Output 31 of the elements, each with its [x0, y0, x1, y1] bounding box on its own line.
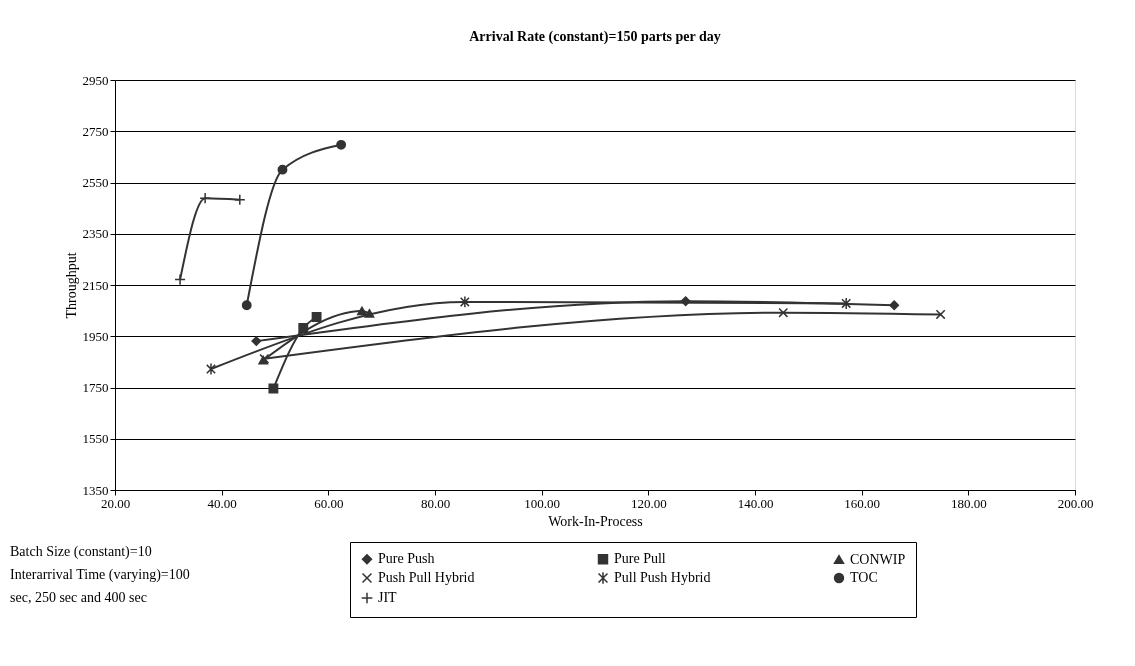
x-tick-label: 20.00 — [100, 495, 131, 511]
legend-label: Pull Push Hybrid — [614, 570, 711, 585]
y-tick-label: 2150 — [82, 277, 109, 293]
text: Batch Size (constant)=10 — [10, 544, 152, 560]
x-tick-label: 100.00 — [524, 495, 561, 511]
y-tick-label: 1550 — [82, 431, 109, 447]
x-tick-label: 160.00 — [844, 495, 881, 511]
x-axis-title: Work-In-Process — [548, 513, 643, 529]
legend-label: Push Pull Hybrid — [378, 570, 475, 585]
x-tick-label: 40.00 — [207, 495, 237, 511]
x-tick-label: 120.00 — [630, 495, 667, 511]
y-tick-label: 1950 — [82, 328, 109, 344]
legend-label: Pure Pull — [614, 551, 666, 567]
legend-label: TOC — [850, 570, 878, 585]
legend-label: JIT — [378, 590, 398, 605]
x-tick-label: 60.00 — [314, 495, 344, 511]
y-tick-label: 1750 — [82, 380, 109, 395]
text: Interarrival Time (varying)=100 sec, 250 sec and 400 sec — [10, 567, 190, 605]
y-tick-label: 2550 — [82, 175, 109, 190]
legend-label: CONWIP — [850, 551, 906, 567]
x-tick-label: 140.00 — [737, 495, 774, 511]
chart-title: Arrival Rate (constant)=150 parts per day — [469, 29, 721, 45]
x-tick-label: 180.00 — [950, 495, 987, 511]
y-tick-label: 2750 — [82, 123, 109, 139]
x-tick-label: 200.00 — [1057, 495, 1094, 511]
y-tick-label: 2950 — [82, 72, 109, 88]
y-axis-title: Throughput — [63, 252, 79, 319]
x-tick-label: 80.00 — [420, 495, 451, 511]
y-tick-label: 1350 — [82, 482, 109, 498]
y-tick-label: 2350 — [82, 226, 109, 242]
legend-label: Pure Push — [378, 551, 435, 567]
